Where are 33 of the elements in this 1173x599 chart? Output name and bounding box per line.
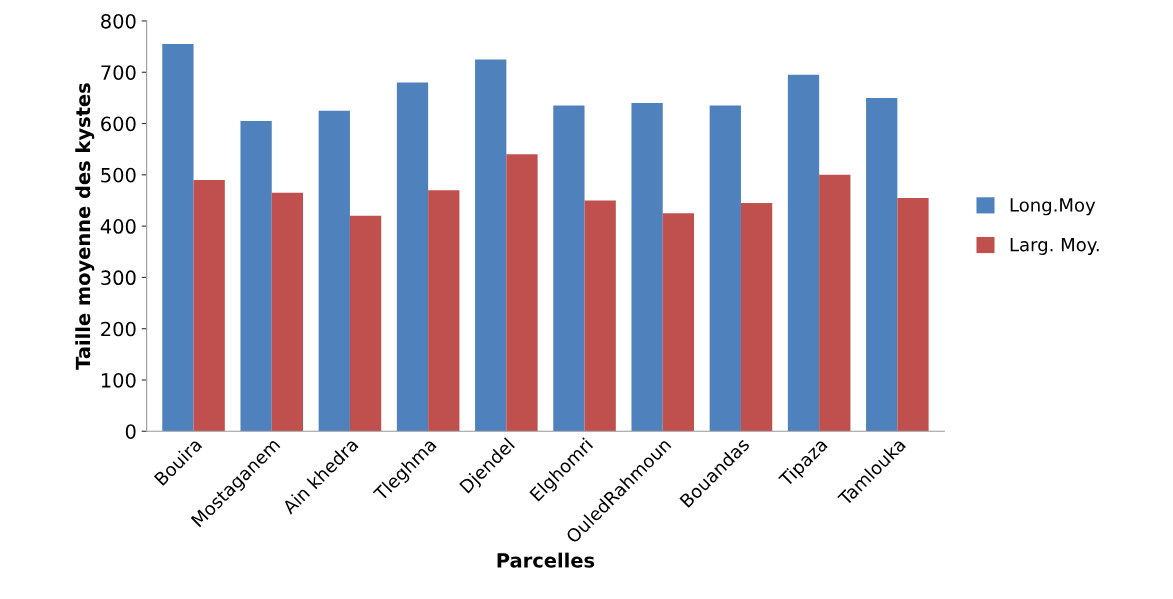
bar [240,120,272,432]
bar [318,110,350,432]
bar [349,215,382,432]
bar [866,97,898,432]
bar [819,174,851,432]
legend-label: Long.Moy [1010,198,1096,216]
bar [396,82,429,432]
bar [162,44,194,432]
bar [897,197,929,432]
bar [428,190,460,432]
legend-label: Larg. Moy. [1010,238,1099,255]
y-tick-label: 200 [101,321,136,337]
bar [709,105,741,432]
y-tick-label: 0 [125,424,136,439]
bar [631,103,663,432]
bar [271,192,304,432]
y-tick-label: 400 [100,219,136,234]
y-tick-label: 800 [101,13,136,29]
bar [193,179,225,432]
y-tick-label: 500 [101,167,136,183]
bar [584,200,616,432]
y-tick-label: 300 [101,270,136,286]
bar [740,203,773,432]
y-tick-label: 700 [101,65,136,80]
y-axis-title: Taille moyenne des kystes [75,83,95,370]
y-tick-label: 100 [101,372,136,388]
bar [475,59,507,432]
y-tick-label: 600 [101,116,136,132]
x-axis-title: Parcelles [497,552,595,568]
bar [553,105,585,432]
bar [506,154,538,432]
bar [787,74,820,432]
bar [662,213,695,432]
